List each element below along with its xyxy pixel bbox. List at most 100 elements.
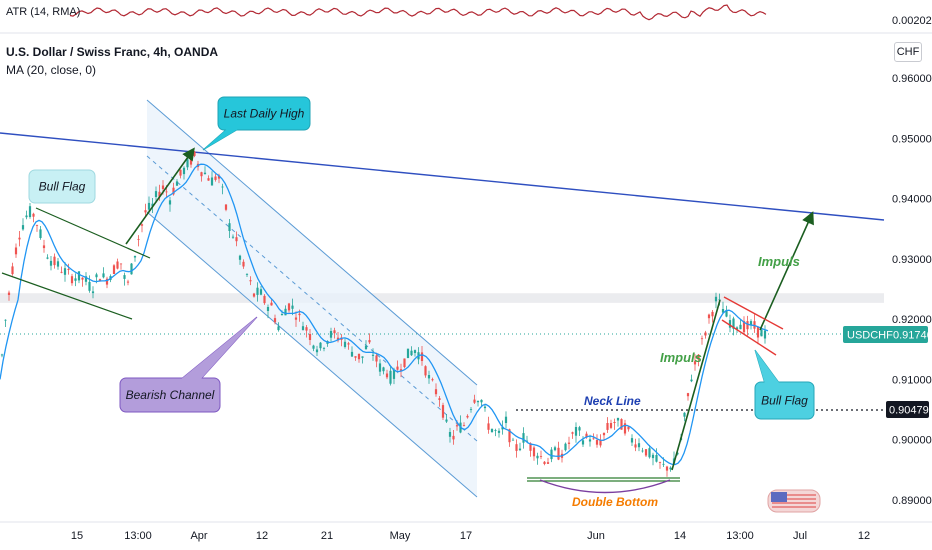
candle (301, 321, 305, 331)
descending-trend-line[interactable] (0, 132, 885, 221)
candle (46, 254, 49, 260)
candle (616, 417, 620, 427)
candle (357, 353, 361, 363)
candle (669, 466, 672, 472)
candle (763, 325, 767, 344)
candle (511, 437, 515, 441)
currency-button[interactable]: CHF (894, 42, 922, 62)
candle (88, 275, 91, 293)
candle (644, 449, 648, 457)
candle (81, 277, 84, 287)
candle (497, 428, 501, 438)
bull-flag-left-callout[interactable]: Bull Flag (28, 169, 96, 204)
candle (389, 366, 392, 386)
neck-line-label: Neck Line (584, 394, 641, 408)
candle (480, 399, 483, 407)
x-tick-label: 12 (256, 530, 268, 542)
candle (564, 442, 567, 452)
bull-flag-right-callout[interactable]: Bull Flag (754, 349, 815, 420)
candle (634, 438, 637, 452)
candle (539, 450, 543, 460)
last-daily-high-callout[interactable]: Last Daily High (202, 96, 311, 151)
candle (130, 263, 133, 275)
x-tick-label: 13:00 (124, 530, 152, 542)
bearish-channel-callout[interactable]: Bearish Channel (119, 316, 258, 413)
candle (627, 426, 630, 432)
candle (84, 272, 88, 286)
candle (312, 344, 315, 352)
candle (746, 315, 749, 336)
bull-flag-left[interactable] (1, 207, 151, 320)
breakout-arrow (125, 147, 195, 245)
candle (60, 266, 63, 274)
atr-value-label: 0.00202 (892, 15, 932, 27)
candle (714, 292, 718, 309)
candle (420, 346, 424, 366)
candle (39, 226, 42, 240)
candle (658, 461, 662, 469)
impuls-upper-arrow (759, 211, 814, 331)
last-price-badge: USDCHF 0.91746 (843, 326, 932, 343)
candle (441, 402, 445, 420)
candle (277, 322, 280, 332)
candle (424, 365, 427, 378)
x-tick-label: Jul (793, 530, 807, 542)
candle (553, 445, 557, 452)
candle (350, 346, 354, 357)
candle (70, 273, 74, 286)
candle (28, 203, 32, 219)
impuls-lower-label: Impuls (660, 350, 702, 365)
candle (200, 171, 203, 182)
candle (14, 243, 18, 258)
bull-flag-right[interactable] (721, 296, 784, 356)
candle (522, 427, 525, 449)
candle (462, 422, 466, 427)
candle (364, 340, 368, 350)
candle (207, 175, 210, 181)
candle (4, 319, 7, 327)
candle (252, 292, 256, 298)
candle (214, 174, 217, 182)
candle (42, 239, 46, 253)
candle (154, 186, 158, 203)
candle (557, 441, 560, 461)
candle (168, 196, 172, 212)
candle (728, 314, 732, 333)
candle (231, 234, 235, 239)
candle (427, 370, 431, 384)
candle (112, 264, 116, 274)
candle (490, 428, 494, 433)
ma-indicator-label: MA (20, close, 0) (6, 63, 97, 77)
y-axis[interactable]: 0.96000 0.95000 0.94000 0.93000 0.92000 0.910… (892, 73, 932, 507)
candle (609, 419, 613, 430)
candle (532, 446, 536, 461)
candle (287, 302, 291, 313)
x-axis[interactable]: 15 13:00 Apr 12 21 May 17 Jun 14 13:00 Jul 12 (0, 521, 932, 542)
atr-line (69, 4, 767, 21)
candle (77, 271, 81, 284)
y-tick-label: 0.91000 (892, 374, 932, 386)
candle (259, 286, 263, 296)
candle (732, 316, 735, 336)
candle (655, 448, 658, 463)
candle (567, 436, 571, 450)
candle (697, 354, 700, 367)
us-events-flag-icon[interactable] (767, 489, 821, 513)
candle (725, 305, 728, 318)
candles[interactable] (0, 151, 767, 477)
candle (238, 254, 242, 265)
x-tick-label: 17 (460, 530, 472, 542)
double-bottom[interactable]: Double Bottom (527, 477, 680, 509)
channel-upper-line (146, 99, 478, 386)
candle (228, 219, 231, 238)
candle (504, 411, 508, 429)
candle (91, 286, 95, 299)
candle (651, 452, 655, 466)
candle (224, 204, 228, 212)
bearish-channel[interactable] (146, 99, 478, 498)
candle (333, 327, 336, 339)
candle (756, 326, 760, 345)
last-daily-high-callout-text: Last Daily High (224, 107, 305, 121)
